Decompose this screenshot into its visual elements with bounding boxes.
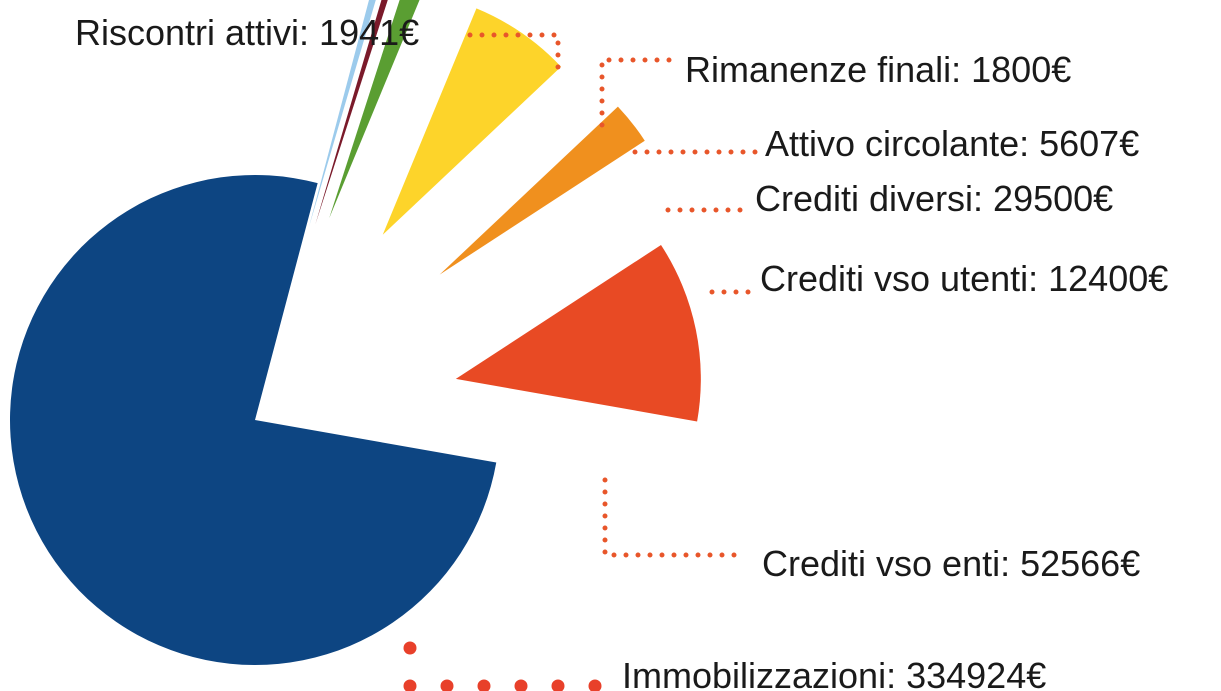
slice-label: Rimanenze finali: 1800€ [685,49,1071,90]
pie-slice [439,106,645,275]
leader-dot [403,641,417,655]
pie-slice [9,175,497,665]
pie-slice [315,0,388,225]
labels: Riscontri attivi: 1941€ Rimanenze finali:… [75,12,1168,691]
slice-label: Attivo circolante: 5607€ [765,123,1139,164]
slice-label: Crediti vso enti: 52566€ [762,543,1140,584]
slice-label: Riscontri attivi: 1941€ [75,12,419,53]
slice-label: Crediti diversi: 29500€ [755,178,1113,219]
leader-line [599,57,683,128]
slices [9,0,701,665]
pie-slice [382,8,562,235]
pie-slice [329,0,420,219]
slice-label: Crediti vso utenti: 12400€ [760,258,1168,299]
pie-slice [455,244,701,422]
leaders [403,32,763,691]
slice-label: Immobilizzazioni: 334924€ [622,655,1046,691]
leader-line [602,477,743,558]
